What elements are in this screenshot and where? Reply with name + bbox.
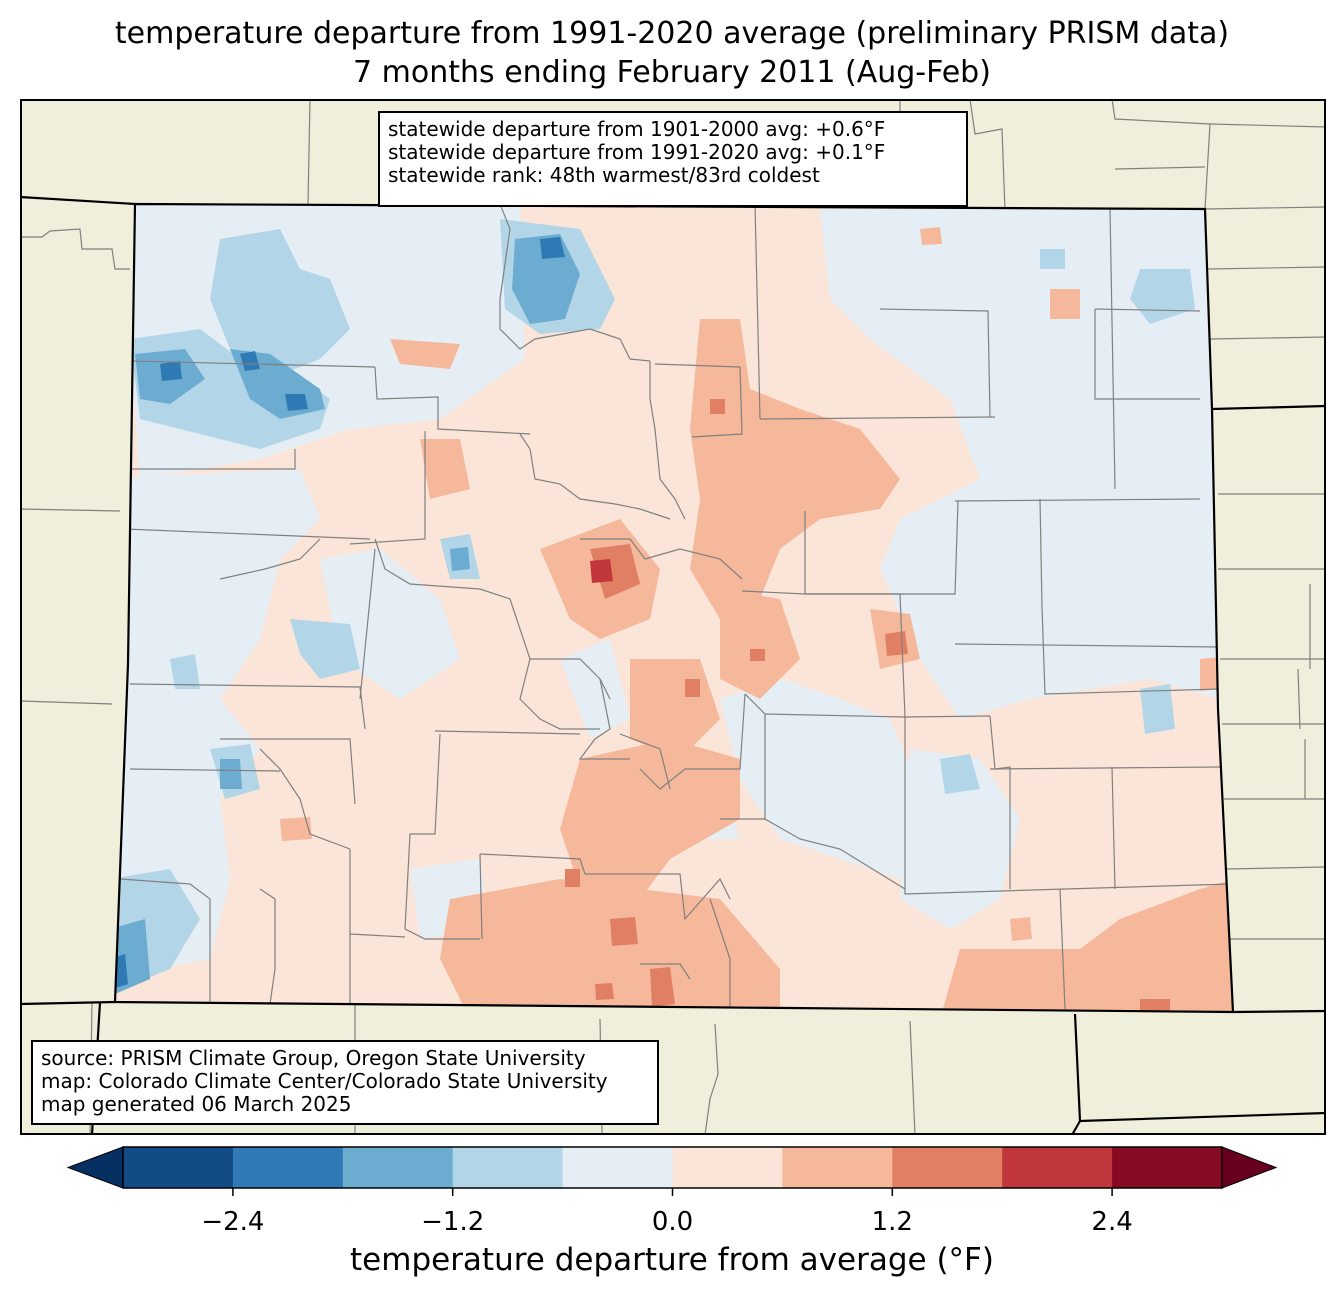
source-line-3: map generated 06 March 2025 [41,1092,352,1116]
colorbar-under-arrow [66,1146,124,1189]
map-title: temperature departure from 1991-2020 ave… [114,16,1230,51]
colorbar-segment [123,1147,234,1188]
colorbar-segment [1002,1147,1113,1188]
colorado-temperature-field [115,204,1233,1012]
colorbar-tick-label: −1.2 [421,1207,484,1237]
stats-line-3: statewide rank: 48th warmest/83rd coldes… [388,163,820,187]
colorbar-tick-label: −2.4 [201,1207,264,1237]
colorbar-segment [452,1147,564,1188]
colorbar-over-arrow [1221,1146,1278,1189]
state-boundaries [20,195,1326,1135]
colorbar-segment [342,1147,454,1188]
colorbar-segment [782,1147,893,1188]
colorado-county-lines [119,204,1231,1012]
colorbar-segment [1112,1147,1223,1188]
colorbar-tick-label: 0.0 [652,1207,693,1237]
source-credits-box: source: PRISM Climate Group, Oregon Stat… [31,1040,659,1125]
source-line-2: map: Colorado Climate Center/Colorado St… [41,1069,608,1093]
source-line-1: source: PRISM Climate Group, Oregon Stat… [41,1046,586,1070]
colorbar-tick-label: 1.2 [872,1207,913,1237]
stats-line-1: statewide departure from 1901-2000 avg: … [388,117,886,141]
colorbar-segment [672,1147,783,1188]
colorbar-label: temperature departure from average (°F) [350,1242,994,1278]
colorbar: −2.4 −1.2 0.0 1.2 2.4 [66,1146,1278,1237]
stats-line-2: statewide departure from 1991-2020 avg: … [388,140,886,164]
map-subtitle: 7 months ending February 2011 (Aug-Feb) [353,55,991,90]
colorbar-tick-label: 2.4 [1091,1207,1132,1237]
statewide-stats-box: statewide departure from 1901-2000 avg: … [378,111,968,207]
colorbar-segment [232,1147,344,1188]
colorbar-segment [562,1147,673,1188]
temperature-departure-map [20,99,1326,1135]
colorbar-segment [892,1147,1003,1188]
